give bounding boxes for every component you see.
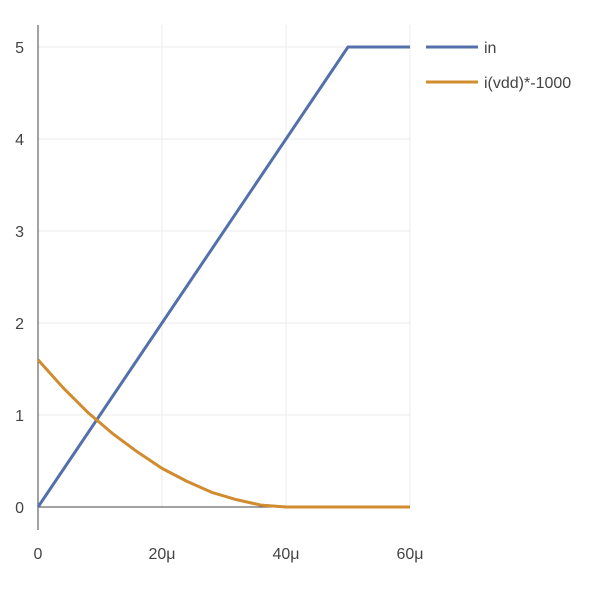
legend-label-0: in xyxy=(484,40,496,57)
series-line-1 xyxy=(36,358,410,509)
series-lines xyxy=(36,45,410,509)
y-tick-label: 1 xyxy=(15,408,24,425)
y-tick-label: 0 xyxy=(15,500,24,517)
y-tick-label: 5 xyxy=(15,40,24,57)
x-tick-label: 20μ xyxy=(148,546,175,563)
legend: in i(vdd)*-1000 xyxy=(426,40,571,92)
y-tick-label: 3 xyxy=(15,224,24,241)
y-tick-label: 4 xyxy=(15,132,24,149)
x-tick-label: 60μ xyxy=(396,546,423,563)
x-tick-label: 0 xyxy=(34,546,43,563)
y-tick-label: 2 xyxy=(15,316,24,333)
legend-label-1: i(vdd)*-1000 xyxy=(484,75,571,92)
grid xyxy=(38,25,411,507)
tick-labels: 0 1 2 3 4 5 0 20μ 40μ 60μ xyxy=(15,40,423,563)
x-tick-label: 40μ xyxy=(272,546,299,563)
axes xyxy=(37,25,410,530)
series-line-0 xyxy=(36,45,410,508)
